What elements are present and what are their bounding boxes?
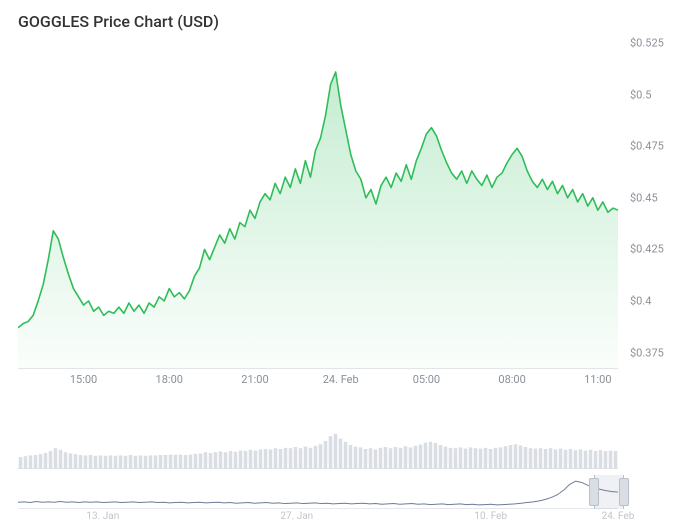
x-tick-label: 21:00 [241,373,268,386]
y-tick-label: $0.45 [630,191,658,204]
y-tick-label: $0.475 [630,140,664,153]
price-svg [18,39,618,369]
range-plot [18,475,618,509]
price-chart[interactable]: $0.375 $0.4 $0.425 $0.45 $0.475 $0.5 $0.525 15… [18,39,678,399]
volume-chart[interactable] [18,429,618,469]
x-tick-label: 18:00 [156,373,183,386]
range-tick-label: 10. Feb [474,511,507,522]
range-handle-left[interactable] [589,478,599,506]
range-tick-label: 13. Jan [86,511,119,522]
y-tick-label: $0.425 [630,243,664,256]
x-tick-label: 11:00 [584,373,611,386]
x-tick-label: 08:00 [498,373,525,386]
y-tick-label: $0.5 [630,88,651,101]
range-svg [18,475,618,509]
x-tick-label: 05:00 [413,373,440,386]
x-tick-label: 15:00 [70,373,97,386]
y-axis: $0.375 $0.4 $0.425 $0.45 $0.475 $0.5 $0.525 [624,39,678,369]
range-x-axis: 13. Jan27. Jan10. Feb24. Feb [18,511,618,525]
x-axis: 15:00 18:00 21:00 24. Feb 05:00 08:00 11:00 [18,373,618,393]
chart-title: GOGGLES Price Chart (USD) [18,12,685,31]
range-handle-right[interactable] [619,478,629,506]
range-selector[interactable]: 13. Jan 27. Jan 10. Feb 24. Feb [18,475,678,523]
x-tick-label: 24. Feb [323,373,359,386]
y-tick-label: $0.525 [630,37,664,50]
volume-svg [18,429,618,469]
y-tick-label: $0.4 [630,294,651,307]
range-tick-label: 24. Feb [602,511,635,522]
y-tick-label: $0.375 [630,346,664,359]
range-tick-label: 27. Jan [280,511,313,522]
price-plot [18,39,618,369]
